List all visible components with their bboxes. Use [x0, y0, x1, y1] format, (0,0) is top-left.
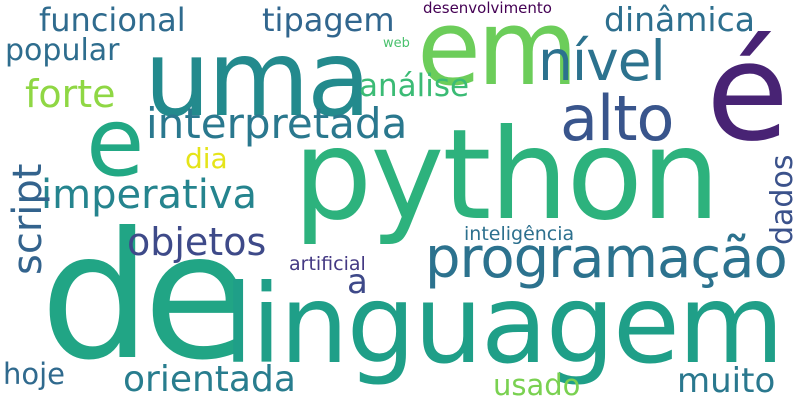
word-linguagem: linguagem — [223, 261, 784, 388]
word-nivel: nível — [538, 29, 666, 93]
word-popular: popular — [5, 33, 120, 68]
word-dados: dados — [765, 154, 800, 245]
word-uma: uma — [144, 18, 371, 140]
word-inteligencia: inteligência — [464, 223, 575, 245]
word-usado: usado — [493, 368, 581, 400]
word-de: de — [40, 196, 251, 399]
word-programacao: programação — [425, 226, 788, 291]
word-tipagem: tipagem — [262, 1, 395, 39]
word-muito: muito — [677, 361, 776, 400]
word-funcional: funcional — [39, 1, 186, 39]
word-dia: dia — [185, 142, 228, 175]
word-hoje: hoje — [3, 357, 66, 391]
word-python: python — [293, 103, 720, 248]
word-e-acute: é — [706, 14, 790, 171]
word-a: a — [347, 262, 368, 302]
word-alto: alto — [560, 82, 674, 155]
word-forte: forte — [25, 72, 116, 116]
word-web: web — [383, 36, 410, 51]
word-script: script — [5, 163, 51, 275]
word-e: e — [86, 88, 145, 198]
word-analise: análise — [359, 68, 470, 104]
word-artificial: artificial — [289, 253, 366, 275]
word-imperativa: imperativa — [41, 172, 258, 218]
word-orientada: orientada — [123, 359, 296, 400]
word-desenvolvimento: desenvolvimento — [423, 0, 552, 17]
word-em: em — [417, 0, 578, 109]
word-interpretada: interpretada — [146, 99, 408, 148]
word-objetos: objetos — [127, 220, 267, 264]
word-dinamica: dinâmica — [604, 0, 755, 39]
